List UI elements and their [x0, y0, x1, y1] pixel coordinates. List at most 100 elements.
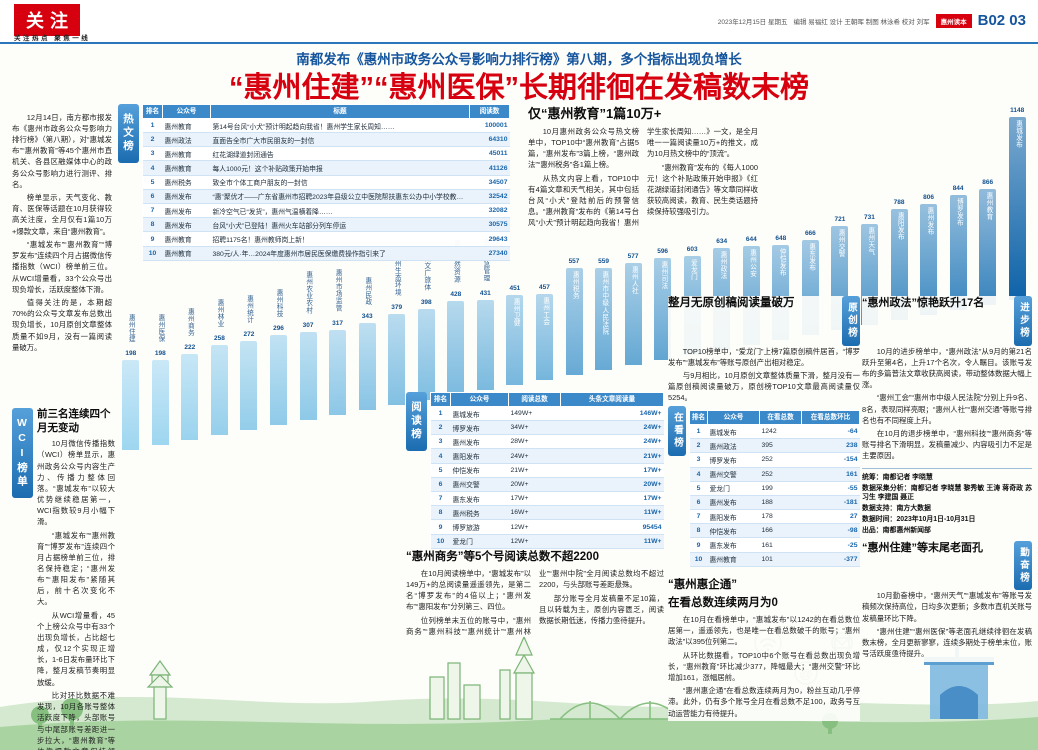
table-row: 5 惠州税务 致全市个体工商户朋友的一封信 34507 — [142, 175, 510, 190]
table-cell: 每人1000元！这个补贴政策开始申报 — [210, 160, 470, 176]
table-cell: “惠”聚优才——广东省惠州市招聘2023年县级公立中医院帮扶惠东公办中小学校教师… — [210, 189, 470, 205]
table-cell: 惠州税务 — [450, 505, 509, 521]
table-cell: 252 — [759, 452, 802, 468]
chart-bar: 惠阳发布 — [890, 208, 908, 320]
bar-value-label: 644 — [745, 235, 757, 243]
paragraph: 与9月相比，10月原创文章整体质量下滑，整月没有一篇原创稿阅读量破万，原创榜TO… — [668, 371, 860, 403]
table-cell: 34507 — [469, 175, 510, 190]
intro-text: 12月14日，南方都市报发布《惠州市政务公众号影响力排行榜》（第八期），对“惠城… — [12, 112, 112, 355]
bar-value-label: 844 — [952, 184, 964, 192]
table-cell: 惠州税务 — [162, 175, 211, 190]
table-cell: 5 — [142, 175, 163, 190]
table-cell: 3 — [430, 434, 451, 450]
chart-bar: 惠州税务 — [565, 268, 583, 375]
table-cell: 惠州发布 — [450, 434, 509, 450]
qinfen-heading: “惠州住建”等末尾老面孔 — [862, 541, 983, 554]
read-list-block: 阅读榜 排名 公众号 阅读总数 头条文章阅读量 1 惠城发布 149W+ 146W+ 2 博罗发… — [406, 392, 664, 549]
bar-name-label: 惠东发布 — [807, 243, 815, 272]
bar-value-label: 806 — [923, 194, 934, 202]
bar-value-label: 343 — [361, 312, 373, 320]
table-cell: 149W+ — [508, 406, 561, 422]
table-cell: 博罗旅游 — [450, 519, 509, 535]
table-row: 9 惠州教育 招聘1175名！惠州教师岗上新！ 29643 — [142, 231, 510, 247]
huiqitong-heading-1: “惠州惠企通” — [668, 578, 737, 591]
paragraph: TOP10榜单中，“爱龙门”上榜7篇原创稿件居首，“博罗发布”“惠城发布”等账号… — [668, 346, 860, 367]
chart-bar — [329, 329, 347, 415]
table-row: 8 仲恺发布 166 -98 — [689, 523, 860, 539]
bar-value-label: 666 — [804, 230, 816, 238]
table-cell: 7 — [142, 203, 163, 219]
paragraph: 在10月的退步榜单中，“惠州科技”“惠州商务”等账号排名下滑明显，发稿量减少、内… — [862, 429, 1032, 461]
column-header: 公众号 — [707, 410, 760, 425]
paragraph: 值得关注的是，本期超70%的公众号文章发布总数出现负增长，10月原创文章整体质量… — [12, 298, 112, 352]
chart-bar — [151, 360, 169, 445]
table-cell: 新冷空气已“发货”，惠州气温横着降…… — [210, 203, 470, 219]
huiqitong-body: 在10月在看榜单中，“惠城发布”以1242的在看总数位居第一，遥遥领先，也是唯一… — [668, 614, 860, 719]
table-header-row: 排名 公众号 阅读总数 头条文章阅读量 — [430, 392, 664, 407]
table-cell: -25 — [801, 537, 860, 553]
chart-bar: 惠州卫健 — [506, 295, 524, 385]
table-row: 5 爱龙门 199 -55 — [689, 481, 860, 496]
bar-name-label: 惠州政法 — [719, 251, 727, 280]
jinbu-body: 10月的进步榜单中，“惠州政法”从9月的第21名跃升至第4名，上升17个名次，令… — [862, 346, 1032, 462]
bar-name-label: 惠州卫健 — [512, 298, 520, 327]
staff-line: 编辑 易福红 设计 王朝晖 制图 林泳希 校对 刘军 — [793, 18, 930, 26]
paragraph: “惠城发布”“惠州教育”“博罗发布”连续四个月占据榜单前三位，排名保持稳定；“惠… — [37, 530, 115, 607]
table-cell: 招聘1175名！惠州教师岗上新！ — [210, 231, 470, 247]
qinfen-body: 10月勤奋榜中，“惠州天气”“惠城发布”等账号发稿频次保持高位，日均多次更新；多… — [862, 590, 1032, 659]
bar-value-label: 559 — [598, 257, 609, 265]
table-cell: 爱龙门 — [707, 481, 760, 496]
chart-bar — [122, 360, 140, 450]
table-cell: -181 — [801, 495, 860, 511]
bar-name-label: 惠州市中级人民法院 — [600, 270, 608, 335]
column-header: 排名 — [689, 410, 708, 425]
paragraph: “惠州住建”“惠州医保”等老面孔继续徘徊在发稿数末榜，全月更新寥寥，连续多期处于… — [862, 627, 1032, 659]
bar-name-label: 惠州市场监管 — [334, 268, 342, 312]
chart-bar — [181, 353, 199, 440]
table-cell: 红花湖绿道封闭通告 — [210, 146, 470, 162]
edu-body: 10月惠州政务公众号热文榜单中，TOP10中“惠州教育”占据5篇，“惠州发布”3… — [528, 126, 758, 228]
bar-value-label: 272 — [243, 331, 255, 339]
table-cell: 146W+ — [560, 406, 664, 422]
chart-bar: 博罗发布 — [949, 194, 967, 310]
bar-name-label: 惠州农业农村 — [304, 271, 312, 314]
table-row: 3 博罗发布 252 -154 — [689, 452, 860, 468]
bar-value-label: 198 — [154, 350, 166, 357]
table-cell: 直面告全市广大市民朋友的一封信 — [210, 132, 470, 148]
table-cell: 惠州交警 — [707, 467, 760, 482]
table-cell: 166 — [759, 523, 802, 539]
table-row: 3 惠州教育 红花湖绿道封闭通告 45011 — [142, 146, 510, 162]
table-cell: 1 — [689, 424, 708, 440]
table-row: 5 仲恺发布 21W+ 17W+ — [430, 463, 664, 478]
yuanchuang-body: TOP10榜单中，“爱龙门”上榜7篇原创稿件居首，“博罗发布”“惠城发布”等账号… — [668, 346, 860, 404]
huiqitong-heading-2: 在看总数连续两月为0 — [668, 596, 778, 609]
paragraph: 出品：南都惠州新闻部 — [862, 526, 931, 534]
edu-section: 仅“惠州教育”1篇10万+ 10月惠州政务公众号热文榜单中，TOP10中“惠州教… — [528, 106, 758, 228]
table-cell: 6 — [430, 477, 451, 493]
table-cell: 惠东发布 — [707, 537, 760, 553]
table-row: 9 博罗旅游 12W+ 95454 — [430, 519, 664, 535]
paragraph: “惠城发布”“惠州教育”“博罗发布”连续四个月占据微信传播指数（WCI）榜单前三… — [12, 240, 112, 294]
table-cell: 199 — [759, 481, 802, 496]
shangwu-heading: “惠州商务”等5个号阅读总数不超2200 — [406, 551, 599, 563]
bar-name-label: 惠州文广旅体 — [422, 247, 430, 291]
bar-name-label: 惠州天气 — [866, 226, 874, 255]
qinfen-tab: 勤奋榜 — [1014, 540, 1032, 591]
bar-name-label: 惠阳发布 — [896, 211, 904, 241]
chart-bar: 惠城发布 — [1008, 116, 1026, 300]
chart-bar — [447, 301, 465, 395]
bar-value-label: 1148 — [1010, 106, 1025, 114]
column-header: 公众号 — [450, 392, 509, 407]
table-row: 8 惠州发布 台风“小犬”已登陆！惠州火车站部分列车停运 30575 — [142, 217, 510, 233]
table-cell: 20W+ — [508, 477, 561, 493]
table-cell: 5 — [689, 481, 708, 496]
column-header: 头条文章阅读量 — [560, 392, 664, 407]
bar-name-label: 惠州民政 — [363, 276, 371, 306]
page-title: “惠州住建”“惠州医保”长期徘徊在发稿数末榜 — [228, 72, 809, 104]
pagoda-tower — [146, 659, 174, 720]
hot-list-table: 排名 公众号 标题 阅读数 1 惠州教育 第14号台风“小犬”预计明起趋向我省！惠州学生家… — [142, 104, 510, 261]
table-cell: 9 — [142, 231, 163, 247]
table-cell: 161 — [801, 467, 860, 482]
table-row: 1 惠城发布 149W+ 146W+ — [430, 406, 664, 422]
column-header: 标题 — [210, 104, 470, 119]
